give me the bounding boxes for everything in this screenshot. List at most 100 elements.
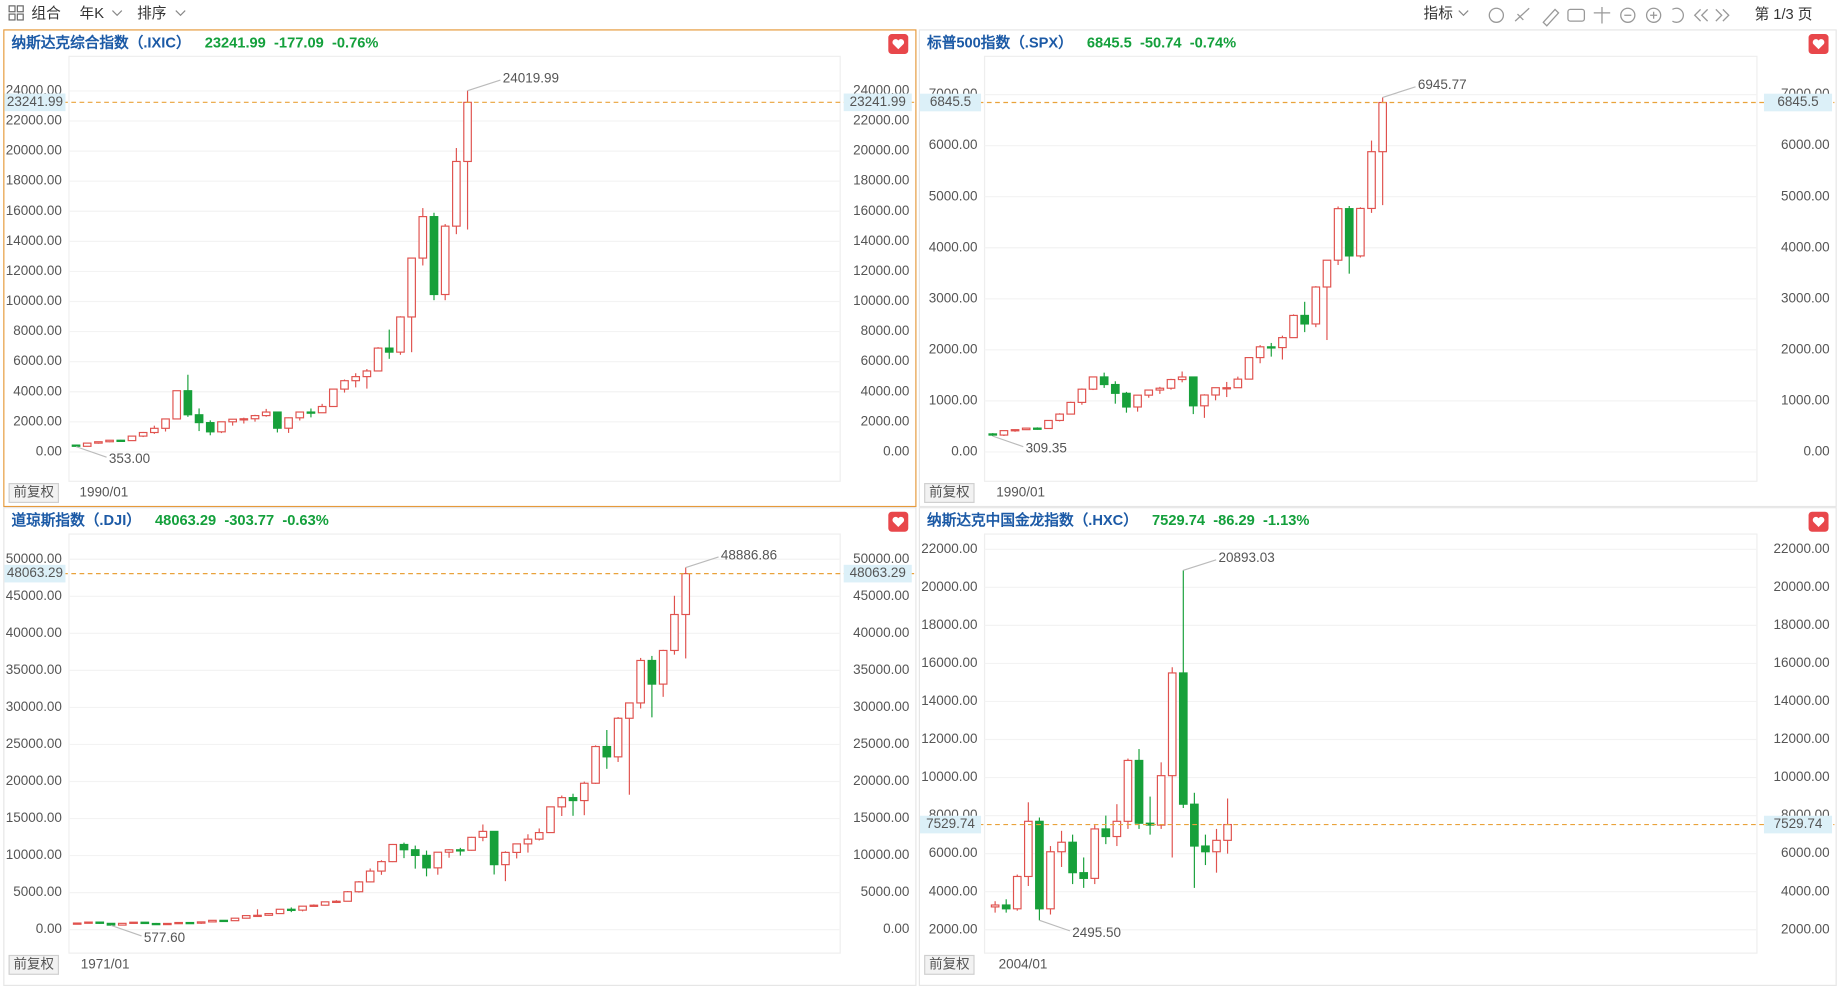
heart-icon — [1812, 516, 1825, 528]
link-icon[interactable] — [1514, 7, 1530, 22]
candle-body — [1233, 378, 1243, 389]
adjust-tag[interactable]: 前复权 — [924, 954, 975, 975]
max-leader — [1382, 86, 1416, 98]
y-tick-label: 15000.00 — [6, 810, 62, 825]
candle-body — [149, 427, 159, 434]
min-label: 577.60 — [144, 930, 185, 945]
candle-body — [94, 441, 103, 444]
y-tick-label: 30000.00 — [6, 699, 62, 714]
candle-body — [568, 797, 578, 802]
candle-body — [309, 904, 319, 907]
sort-dropdown[interactable]: 排序 — [137, 5, 186, 22]
adjust-tag-box — [924, 954, 975, 975]
cross-icon[interactable] — [1593, 7, 1611, 24]
zoom-in-icon[interactable] — [1645, 7, 1662, 23]
y-tick-label: 40000.00 — [6, 625, 62, 640]
candle-body — [452, 160, 461, 227]
pen-icon[interactable] — [1542, 8, 1560, 27]
candle-body — [1001, 904, 1011, 910]
candle-body — [557, 797, 567, 808]
candle-body — [354, 881, 364, 893]
candle-body — [228, 418, 237, 423]
favorite-button[interactable] — [888, 34, 909, 54]
y-tick-label-right: 10000.00 — [1773, 769, 1829, 784]
adjust-tag[interactable]: 前复权 — [8, 483, 60, 503]
last-price-box — [4, 93, 66, 112]
next-icon[interactable] — [1715, 8, 1730, 22]
indicator-dropdown[interactable]: 指标 — [1424, 5, 1469, 22]
favorite-button[interactable] — [888, 511, 909, 532]
y-tick-label-right: 25000.00 — [853, 736, 909, 751]
favorite-button[interactable] — [1808, 511, 1829, 532]
candle-body — [140, 921, 150, 925]
prev-icon[interactable] — [1693, 8, 1709, 22]
candle-body — [534, 831, 544, 840]
y-tick-label: 4000.00 — [13, 383, 62, 398]
adjust-tag[interactable]: 前复权 — [8, 954, 60, 975]
candle-body — [463, 101, 472, 163]
comment-icon[interactable] — [1567, 8, 1586, 22]
y-tick-label-right: 6000.00 — [1781, 137, 1830, 152]
max-leader — [1183, 559, 1217, 571]
y-tick-label: 12000.00 — [6, 263, 62, 278]
combo-button[interactable]: 组合 — [8, 5, 61, 22]
undo-icon[interactable] — [1672, 7, 1684, 23]
candle-body — [377, 861, 386, 872]
heart-icon — [892, 516, 905, 528]
y-tick-label-right: 3000.00 — [1781, 290, 1830, 305]
grid-icon — [8, 5, 16, 13]
candle-body — [1133, 394, 1142, 408]
last-price-box — [4, 564, 66, 583]
price-change: -50.74 — [1140, 35, 1182, 51]
adjust-tag[interactable]: 前复权 — [924, 483, 975, 503]
candle-body — [647, 659, 657, 685]
candle-body — [365, 870, 375, 883]
candle-body — [230, 917, 240, 922]
candle-body — [1055, 413, 1064, 422]
favorite-button[interactable] — [1808, 34, 1829, 54]
y-tick-label-right: 0.00 — [883, 921, 909, 936]
candle-body — [1123, 759, 1133, 822]
y-tick-label: 5000.00 — [929, 188, 978, 203]
y-tick-label: 4000.00 — [929, 883, 978, 898]
candle-body — [185, 921, 195, 925]
tool-icons — [1488, 7, 1730, 27]
y-tick-label-right: 2000.00 — [861, 413, 910, 428]
last-price-box-right — [1763, 815, 1833, 834]
candle-body — [1134, 759, 1144, 824]
candle-body — [1322, 259, 1332, 288]
zoom-out-icon[interactable] — [1620, 7, 1636, 23]
x-tick-label: 1990/01 — [80, 485, 129, 500]
y-tick-label: 0.00 — [36, 921, 62, 936]
y-tick-label: 35000.00 — [6, 662, 62, 677]
candle-body — [1144, 389, 1154, 396]
y-tick-label: 22000.00 — [6, 113, 62, 128]
y-tick-label: 50000.00 — [6, 551, 62, 566]
grid-icon — [16, 5, 24, 13]
candle-body — [1122, 392, 1131, 408]
candle-body — [72, 922, 82, 925]
panel-frame — [3, 507, 917, 986]
candle-body — [284, 417, 293, 429]
candle-body — [636, 659, 645, 704]
candle-body — [501, 851, 510, 866]
period-dropdown[interactable]: 年K — [80, 5, 123, 22]
settings-icon[interactable] — [1488, 7, 1505, 23]
candle-body — [273, 411, 282, 429]
candle-body — [999, 430, 1009, 436]
min-label: 2495.50 — [1072, 925, 1121, 940]
candle-body — [295, 411, 305, 419]
min-label: 353.00 — [109, 451, 150, 466]
candle-body — [429, 216, 439, 296]
y-tick-label: 10000.00 — [921, 769, 977, 784]
candle-body — [1244, 357, 1254, 380]
x-tick-label: 1990/01 — [996, 485, 1045, 500]
candle-body — [1178, 672, 1188, 805]
candle-body — [373, 347, 383, 372]
y-tick-label: 22000.00 — [921, 541, 977, 556]
candle-body — [658, 649, 668, 685]
y-tick-label: 10000.00 — [6, 847, 62, 862]
candle-body — [253, 914, 262, 918]
chart-title: 道琼斯指数（.DJI） — [11, 511, 140, 529]
grid-icon — [8, 13, 16, 21]
